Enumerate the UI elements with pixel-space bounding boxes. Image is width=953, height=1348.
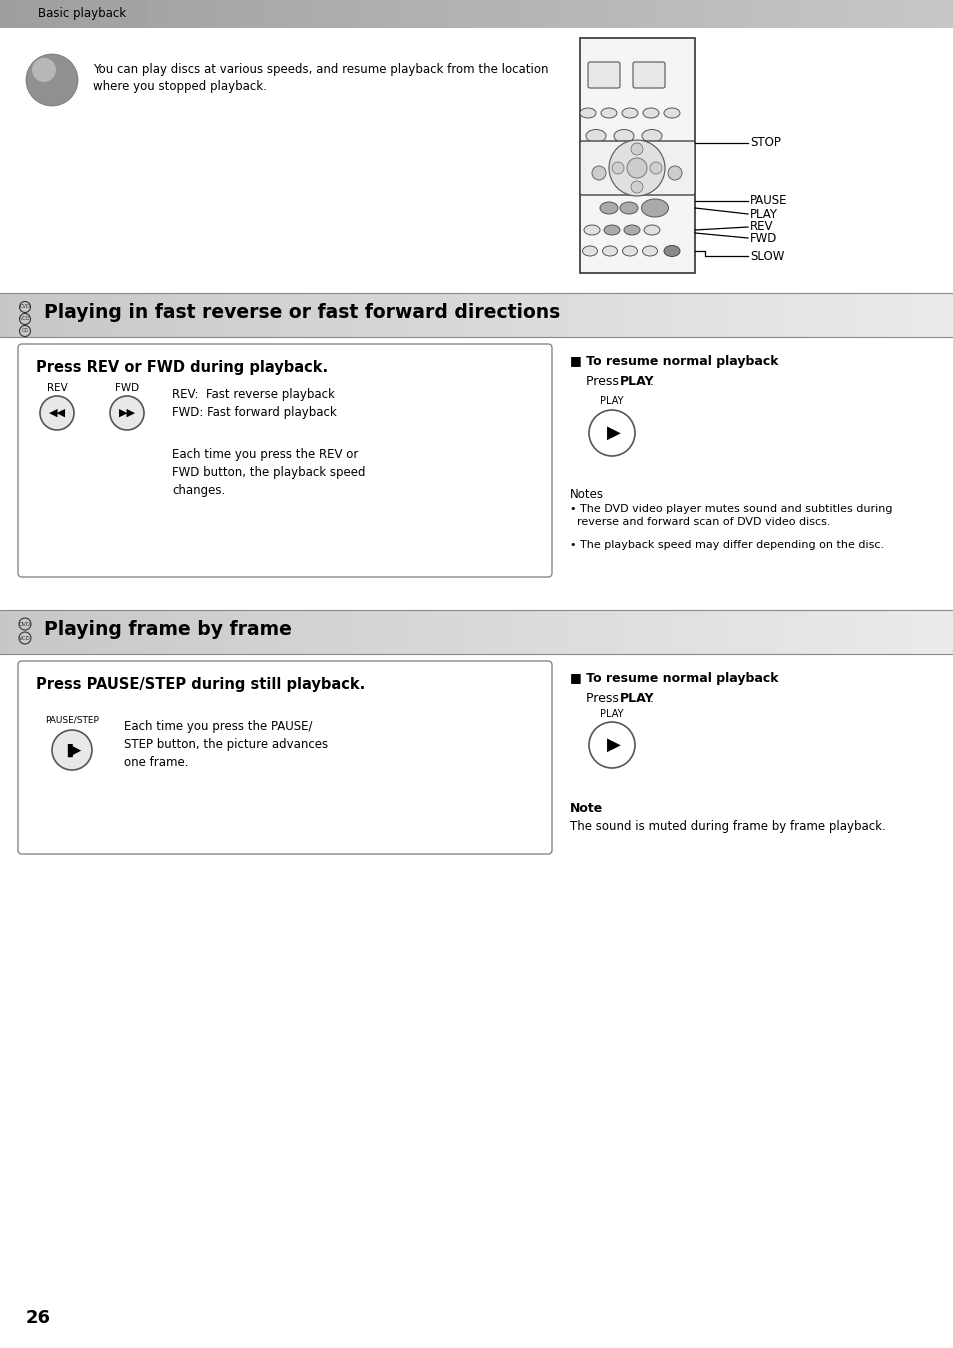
- Text: Note: Note: [569, 802, 602, 816]
- Ellipse shape: [643, 225, 659, 235]
- Text: ▶: ▶: [606, 736, 620, 754]
- Circle shape: [667, 166, 681, 181]
- Text: STOP: STOP: [749, 136, 781, 150]
- Circle shape: [630, 143, 642, 155]
- Text: where you stopped playback.: where you stopped playback.: [92, 80, 267, 93]
- Text: PAUSE: PAUSE: [749, 194, 786, 208]
- Text: .: .: [649, 692, 654, 705]
- Text: CD: CD: [21, 329, 29, 333]
- Circle shape: [26, 54, 78, 106]
- Text: REV: REV: [749, 221, 773, 233]
- Text: ▐▶: ▐▶: [62, 743, 82, 756]
- Ellipse shape: [585, 129, 605, 143]
- Text: Each time you press the PAUSE/
STEP button, the picture advances
one frame.: Each time you press the PAUSE/ STEP butt…: [124, 720, 328, 768]
- Ellipse shape: [623, 225, 639, 235]
- Circle shape: [588, 410, 635, 456]
- Text: 26: 26: [26, 1309, 51, 1326]
- Circle shape: [612, 162, 623, 174]
- Text: ■ To resume normal playback: ■ To resume normal playback: [569, 355, 778, 368]
- FancyBboxPatch shape: [18, 661, 552, 855]
- Text: VCD: VCD: [20, 317, 30, 322]
- Text: PAUSE/STEP: PAUSE/STEP: [45, 716, 99, 724]
- FancyBboxPatch shape: [579, 142, 695, 195]
- Text: ■ To resume normal playback: ■ To resume normal playback: [569, 673, 778, 685]
- Text: VCD: VCD: [19, 635, 30, 640]
- Ellipse shape: [640, 200, 668, 217]
- Text: ◀◀: ◀◀: [49, 408, 66, 418]
- Circle shape: [592, 166, 605, 181]
- FancyBboxPatch shape: [579, 38, 695, 274]
- Text: .: .: [649, 375, 654, 388]
- Text: You can play discs at various speeds, and resume playback from the location: You can play discs at various speeds, an…: [92, 63, 548, 75]
- Text: DVD: DVD: [19, 621, 31, 627]
- Text: Notes: Notes: [569, 488, 603, 501]
- Circle shape: [626, 158, 646, 178]
- Text: FWD: FWD: [114, 383, 139, 394]
- Text: PLAY: PLAY: [749, 208, 778, 221]
- Text: ▶: ▶: [606, 425, 620, 442]
- Text: Playing in fast reverse or fast forward directions: Playing in fast reverse or fast forward …: [44, 303, 559, 322]
- Text: PLAY: PLAY: [599, 396, 623, 406]
- Text: PLAY: PLAY: [619, 375, 654, 388]
- Text: Press: Press: [585, 375, 622, 388]
- Ellipse shape: [619, 202, 638, 214]
- Ellipse shape: [641, 245, 657, 256]
- Circle shape: [649, 162, 661, 174]
- Circle shape: [588, 723, 635, 768]
- Text: Press: Press: [585, 692, 622, 705]
- Text: PLAY: PLAY: [619, 692, 654, 705]
- Ellipse shape: [641, 129, 661, 143]
- Ellipse shape: [582, 245, 597, 256]
- Circle shape: [40, 396, 74, 430]
- Ellipse shape: [621, 108, 638, 119]
- Ellipse shape: [583, 225, 599, 235]
- Text: Playing frame by frame: Playing frame by frame: [44, 620, 292, 639]
- Text: DVD: DVD: [20, 305, 30, 310]
- Circle shape: [52, 731, 91, 770]
- Text: SLOW: SLOW: [749, 249, 783, 263]
- Ellipse shape: [663, 245, 679, 256]
- Ellipse shape: [600, 108, 617, 119]
- Ellipse shape: [603, 225, 619, 235]
- Text: Press PAUSE/STEP during still playback.: Press PAUSE/STEP during still playback.: [36, 677, 365, 692]
- Ellipse shape: [642, 108, 659, 119]
- Ellipse shape: [663, 108, 679, 119]
- FancyBboxPatch shape: [587, 62, 619, 88]
- Ellipse shape: [614, 129, 634, 143]
- Text: Press REV or FWD during playback.: Press REV or FWD during playback.: [36, 360, 328, 375]
- Ellipse shape: [622, 245, 637, 256]
- Circle shape: [110, 396, 144, 430]
- Text: Each time you press the REV or
FWD button, the playback speed
changes.: Each time you press the REV or FWD butto…: [172, 448, 365, 497]
- Circle shape: [32, 58, 56, 82]
- Circle shape: [608, 140, 664, 195]
- Text: ▶▶: ▶▶: [118, 408, 135, 418]
- Text: The sound is muted during frame by frame playback.: The sound is muted during frame by frame…: [569, 820, 884, 833]
- Circle shape: [630, 181, 642, 193]
- FancyBboxPatch shape: [633, 62, 664, 88]
- Text: REV:  Fast reverse playback
FWD: Fast forward playback: REV: Fast reverse playback FWD: Fast for…: [172, 388, 336, 419]
- Text: Basic playback: Basic playback: [38, 8, 126, 20]
- FancyBboxPatch shape: [18, 344, 552, 577]
- Ellipse shape: [579, 108, 596, 119]
- Text: • The playback speed may differ depending on the disc.: • The playback speed may differ dependin…: [569, 541, 883, 550]
- Text: • The DVD video player mutes sound and subtitles during
  reverse and forward sc: • The DVD video player mutes sound and s…: [569, 504, 892, 527]
- Text: FWD: FWD: [749, 232, 777, 244]
- Ellipse shape: [602, 245, 617, 256]
- Ellipse shape: [599, 202, 618, 214]
- Text: REV: REV: [47, 383, 68, 394]
- Text: PLAY: PLAY: [599, 709, 623, 718]
